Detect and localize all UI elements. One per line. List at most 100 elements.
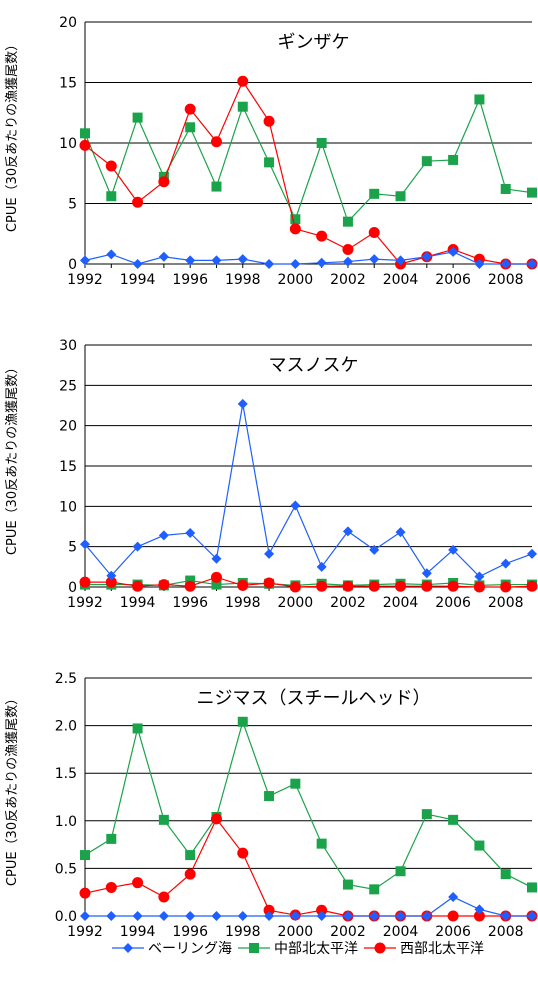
series-line <box>85 579 532 586</box>
data-point <box>290 778 301 789</box>
data-point <box>237 254 248 265</box>
y-tick-label: 0 <box>68 580 77 596</box>
chart-panel-3: 0.0 0.5 1.0 1.5 2.0 2.5 1992 1994 1996 1998 2000 20… <box>5 671 538 940</box>
data-point <box>264 259 275 269</box>
data-point <box>185 122 196 133</box>
x-tick-label: 1992 <box>67 595 103 611</box>
data-point <box>185 575 196 586</box>
y-tick-label: 2.0 <box>55 719 77 735</box>
data-point <box>158 251 169 262</box>
series-bering <box>80 891 537 921</box>
x-tick-label: 2000 <box>278 595 314 611</box>
series-western <box>79 813 538 922</box>
data-point <box>132 196 144 208</box>
data-point <box>395 191 406 202</box>
data-point <box>316 561 327 572</box>
data-point <box>500 183 511 194</box>
data-point <box>264 791 275 802</box>
data-point <box>79 139 91 151</box>
x-tick-label: 1996 <box>172 595 208 611</box>
x-tick-label: 2006 <box>435 595 471 611</box>
data-point <box>316 138 327 148</box>
data-point <box>211 255 222 266</box>
data-point <box>80 255 90 266</box>
y-tick-label: 5 <box>68 540 77 556</box>
data-point <box>105 881 117 893</box>
data-point <box>237 579 249 591</box>
series-line <box>84 719 533 890</box>
data-point <box>132 911 143 921</box>
legend: ベーリング海 中部北太平洋 西部北太平洋 <box>112 941 484 957</box>
data-point <box>185 911 196 921</box>
data-point <box>184 868 196 880</box>
data-point <box>80 539 90 550</box>
chart-panel-2: 0 5 10 15 20 25 30 1992 1994 1996 1998 2000 2002 2004… <box>5 338 538 611</box>
series-western <box>79 75 538 270</box>
y-tick-label: 2.5 <box>55 671 77 687</box>
data-point <box>237 398 248 409</box>
data-point <box>237 716 248 727</box>
data-point <box>474 904 485 915</box>
data-point <box>132 723 143 734</box>
data-point <box>395 580 407 592</box>
data-point <box>500 558 511 569</box>
data-point <box>527 882 537 893</box>
data-point <box>527 911 537 921</box>
data-point <box>342 243 354 255</box>
x-tick-label: 1994 <box>120 924 156 940</box>
data-point <box>185 850 196 861</box>
series-bering <box>80 246 537 269</box>
data-point <box>237 75 249 87</box>
data-point <box>132 112 143 123</box>
data-point <box>158 176 170 188</box>
data-point <box>210 813 222 825</box>
data-point <box>342 216 353 227</box>
data-point <box>263 577 275 589</box>
data-point <box>448 891 459 902</box>
data-point <box>289 223 301 235</box>
data-point <box>184 580 196 592</box>
data-point <box>105 160 117 172</box>
data-point <box>474 840 485 851</box>
data-point <box>474 259 485 269</box>
data-point <box>290 911 301 921</box>
x-tick-label: 2008 <box>488 595 524 611</box>
data-point <box>369 884 380 895</box>
y-tick-label: 1.0 <box>55 814 77 830</box>
y-tick-label: 15 <box>59 76 77 92</box>
x-tick-label: 2008 <box>488 924 524 940</box>
y-tick-label: 0 <box>68 257 77 273</box>
data-point <box>500 869 511 880</box>
data-point <box>264 911 275 921</box>
data-point <box>290 500 301 511</box>
data-point <box>158 579 170 591</box>
y-tick-label: 20 <box>59 15 77 31</box>
x-tick-label: 2006 <box>435 272 471 288</box>
data-point <box>132 580 144 592</box>
x-tick-label: 1992 <box>67 272 103 288</box>
x-tick-label: 1996 <box>172 272 208 288</box>
x-tick-label: 2002 <box>330 924 366 940</box>
y-tick-label: 5 <box>68 197 77 213</box>
data-point <box>421 251 432 262</box>
series-line <box>84 97 533 223</box>
data-point <box>210 136 222 148</box>
data-point <box>158 814 169 825</box>
data-point <box>290 214 301 225</box>
chart-panel-1: 0 5 10 15 20 1992 1994 1996 1998 2000 2002 2004 2006… <box>5 15 538 288</box>
x-tick-label: 2008 <box>488 272 524 288</box>
series-line <box>85 576 533 588</box>
data-point <box>421 580 433 592</box>
data-point <box>395 911 406 921</box>
data-point <box>395 527 406 538</box>
legend-item-bering: ベーリング海 <box>112 941 232 957</box>
data-point <box>210 571 222 583</box>
x-tick-label: 2004 <box>383 595 419 611</box>
data-point <box>316 911 327 921</box>
data-point <box>185 527 196 538</box>
series-central <box>80 94 537 227</box>
data-point <box>369 188 380 199</box>
chart-title: ニジマス（スチールヘッド） <box>197 688 431 709</box>
x-tick-label: 2002 <box>330 272 366 288</box>
